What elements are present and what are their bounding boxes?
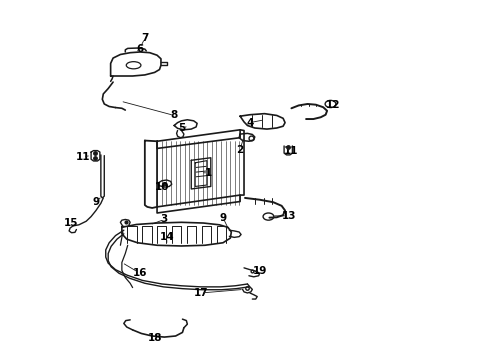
Text: 13: 13 — [282, 211, 296, 221]
Text: 5: 5 — [178, 123, 185, 133]
Text: 6: 6 — [136, 44, 144, 54]
Text: 3: 3 — [161, 215, 168, 224]
Text: 16: 16 — [133, 268, 147, 278]
Text: 10: 10 — [155, 182, 169, 192]
Text: 7: 7 — [141, 33, 148, 43]
Text: 17: 17 — [194, 288, 208, 298]
Text: 14: 14 — [160, 232, 174, 242]
Text: 2: 2 — [237, 144, 244, 154]
Text: 9: 9 — [93, 197, 99, 207]
Text: 11: 11 — [284, 146, 299, 156]
Text: 8: 8 — [171, 111, 178, 121]
Text: 12: 12 — [326, 100, 340, 110]
Text: 9: 9 — [220, 213, 226, 222]
Text: 1: 1 — [205, 168, 212, 178]
Text: 19: 19 — [252, 266, 267, 276]
Text: 4: 4 — [246, 118, 253, 128]
Text: 18: 18 — [147, 333, 162, 343]
Text: 11: 11 — [75, 152, 90, 162]
Text: 15: 15 — [64, 218, 79, 228]
